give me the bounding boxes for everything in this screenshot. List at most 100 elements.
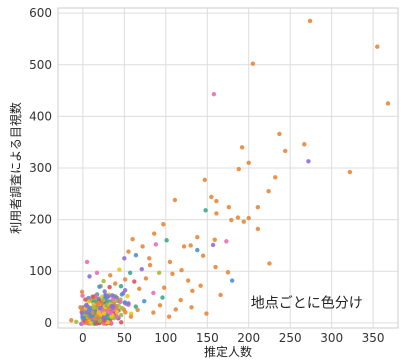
data-point: [139, 266, 144, 272]
data-point: [123, 310, 128, 315]
data-point: [190, 288, 195, 294]
data-point: [83, 297, 88, 302]
x-tick-label: 150: [196, 331, 219, 345]
data-point: [283, 148, 288, 154]
data-point: [213, 264, 218, 270]
data-point: [130, 237, 135, 242]
data-point: [267, 261, 272, 266]
data-point: [204, 311, 209, 316]
data-point: [87, 306, 93, 311]
data-point: [170, 271, 175, 277]
data-point: [94, 270, 100, 275]
data-point: [133, 304, 139, 309]
y-axis-label: 利用者調査による目視数: [8, 102, 23, 234]
data-point: [101, 278, 106, 284]
x-tick-label: 300: [320, 331, 343, 345]
data-point: [161, 285, 167, 290]
data-point: [101, 314, 107, 319]
data-point: [102, 318, 107, 323]
data-point: [94, 321, 99, 326]
data-point: [74, 319, 79, 325]
data-point: [102, 289, 107, 294]
data-point: [105, 319, 110, 325]
data-point: [96, 310, 101, 315]
data-point: [122, 256, 127, 261]
data-point: [101, 298, 106, 303]
data-point: [255, 205, 261, 210]
data-point: [164, 238, 169, 243]
y-tick-label: 100: [29, 264, 52, 278]
data-point: [225, 270, 231, 275]
data-point: [385, 101, 391, 106]
data-point: [173, 307, 178, 312]
y-tick-label: 200: [29, 213, 52, 227]
data-point: [273, 175, 278, 180]
y-tick-labels: 0 100 200 300 400 500 600: [29, 6, 52, 330]
data-point: [106, 294, 111, 299]
data-point: [109, 314, 114, 319]
data-point: [122, 277, 128, 282]
data-point: [224, 239, 229, 244]
color-note-annotation: 地点ごとに色分け: [251, 294, 363, 311]
data-point: [78, 305, 83, 310]
data-point: [80, 293, 85, 298]
data-point: [91, 305, 97, 310]
data-point: [210, 242, 216, 248]
data-point: [97, 284, 102, 289]
data-point: [81, 315, 87, 321]
data-point: [97, 305, 103, 311]
data-point: [218, 292, 223, 298]
data-point: [178, 297, 183, 303]
data-point: [161, 222, 166, 227]
x-tick-label: 350: [362, 331, 385, 345]
data-point: [84, 259, 90, 265]
data-point: [246, 160, 251, 166]
data-point: [198, 283, 203, 288]
data-point: [137, 286, 142, 291]
data-point: [84, 309, 89, 315]
data-point: [185, 278, 191, 283]
data-point: [236, 166, 241, 172]
data-point: [97, 318, 103, 323]
data-point: [143, 276, 149, 281]
data-point: [195, 247, 200, 253]
data-point: [107, 284, 112, 290]
data-point: [246, 215, 251, 221]
data-point: [235, 215, 241, 220]
x-tick-label: 100: [154, 331, 177, 345]
data-point: [166, 314, 172, 319]
data-point: [147, 262, 153, 268]
data-point: [127, 270, 133, 275]
data-point: [255, 226, 261, 232]
data-point: [108, 273, 113, 278]
data-point: [179, 267, 184, 273]
data-point: [209, 194, 214, 200]
data-points: [69, 18, 391, 327]
data-point: [135, 307, 140, 313]
data-point: [118, 299, 123, 305]
data-point: [212, 237, 217, 242]
x-tick-label: 200: [237, 331, 260, 345]
data-point: [125, 293, 130, 299]
data-point: [214, 198, 219, 204]
data-point: [111, 304, 116, 309]
data-point: [142, 298, 147, 304]
data-point: [117, 267, 122, 272]
data-point: [147, 256, 152, 261]
data-point: [119, 292, 125, 297]
data-point: [239, 145, 245, 150]
x-axis-label: 推定人数: [204, 344, 252, 359]
data-point: [307, 18, 313, 24]
data-point: [128, 314, 134, 319]
data-point: [156, 270, 162, 275]
data-point: [214, 211, 219, 216]
data-point: [140, 244, 145, 249]
data-point: [90, 294, 95, 299]
data-point: [266, 189, 271, 194]
data-point: [110, 297, 116, 302]
data-point: [87, 274, 92, 279]
data-point: [69, 318, 74, 323]
data-point: [375, 44, 380, 49]
data-point: [202, 177, 207, 183]
